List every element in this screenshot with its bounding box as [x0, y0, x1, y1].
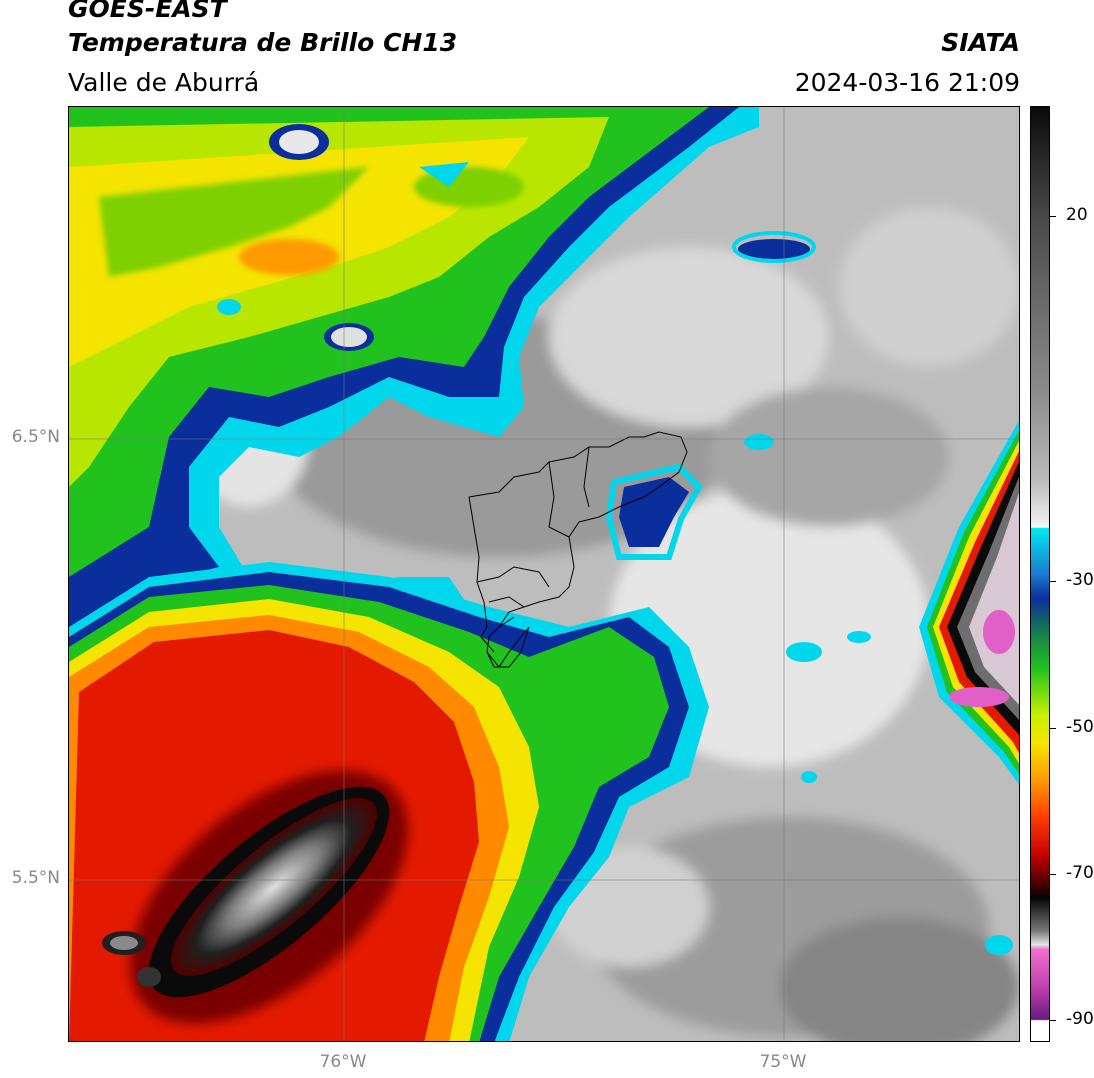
product-title: Temperatura de Brillo CH13	[68, 28, 458, 57]
datetime-label: 2024-03-16 21:09	[794, 68, 1020, 97]
convective-system-southwest	[69, 562, 709, 1041]
lon-label-76: 76°W	[319, 1052, 367, 1072]
agency-label: SIATA	[941, 28, 1020, 57]
colorbar-tick-label: -50	[1066, 716, 1094, 737]
convective-system-east	[919, 420, 1019, 785]
colorbar-tick-label: 20	[1066, 204, 1088, 225]
colorbar-tick	[1050, 215, 1056, 217]
lat-label-5-5: 5.5°N	[11, 868, 60, 888]
satellite-image	[69, 107, 1019, 1041]
lat-label-6-5: 6.5°N	[11, 427, 60, 447]
temperature-colorbar	[1030, 106, 1050, 1042]
colorbar-tick	[1050, 581, 1056, 583]
colorbar-tick-label: -90	[1066, 1009, 1094, 1030]
brightness-temperature-map[interactable]	[68, 106, 1020, 1042]
satellite-title: GOES-EAST	[68, 0, 227, 23]
colorbar-tick	[1050, 873, 1056, 875]
colorbar-tick	[1050, 727, 1056, 729]
colorbar-tick-label: -70	[1066, 862, 1094, 883]
gridlines	[69, 107, 1019, 1041]
valle-de-aburra-boundaries	[468, 431, 688, 668]
colorbar-tick	[1050, 1020, 1056, 1022]
region-subtitle: Valle de Aburrá	[68, 68, 260, 97]
cloud-band-north	[69, 107, 759, 667]
lon-label-75: 75°W	[759, 1052, 807, 1072]
colorbar-tick-label: -30	[1066, 570, 1094, 591]
